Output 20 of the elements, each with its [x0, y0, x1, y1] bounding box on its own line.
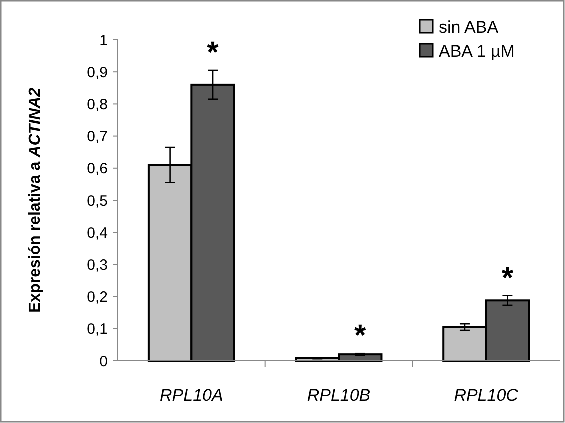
annotation: * [502, 262, 514, 295]
y-tick-label: 0 [100, 353, 108, 370]
y-tick-label: 0,2 [87, 289, 108, 306]
x-tick-label: RPL10A [160, 386, 224, 405]
y-tick-label: 1 [100, 32, 108, 50]
y-tick-label: 0,7 [87, 128, 108, 146]
annotation: * [354, 320, 367, 353]
y-axis-title: Expresión relativa a ACTINA2 [27, 88, 44, 313]
y-tick-label: 0,4 [87, 224, 108, 242]
y-tick-label: 0,6 [87, 160, 108, 178]
y-tick-label: 0,5 [87, 192, 108, 210]
x-tick-label: RPL10C [454, 386, 520, 405]
legend-label: ABA 1 µM [439, 42, 515, 61]
y-tick-label: 0,1 [87, 321, 108, 338]
legend-label: sin ABA [439, 18, 500, 37]
y-tick-label: 0,3 [87, 256, 108, 274]
y-tick-label: 0,8 [87, 96, 108, 114]
annotation: * [207, 36, 220, 70]
x-tick-label: RPL10B [307, 386, 371, 405]
y-tick-label: 0,9 [87, 64, 108, 82]
